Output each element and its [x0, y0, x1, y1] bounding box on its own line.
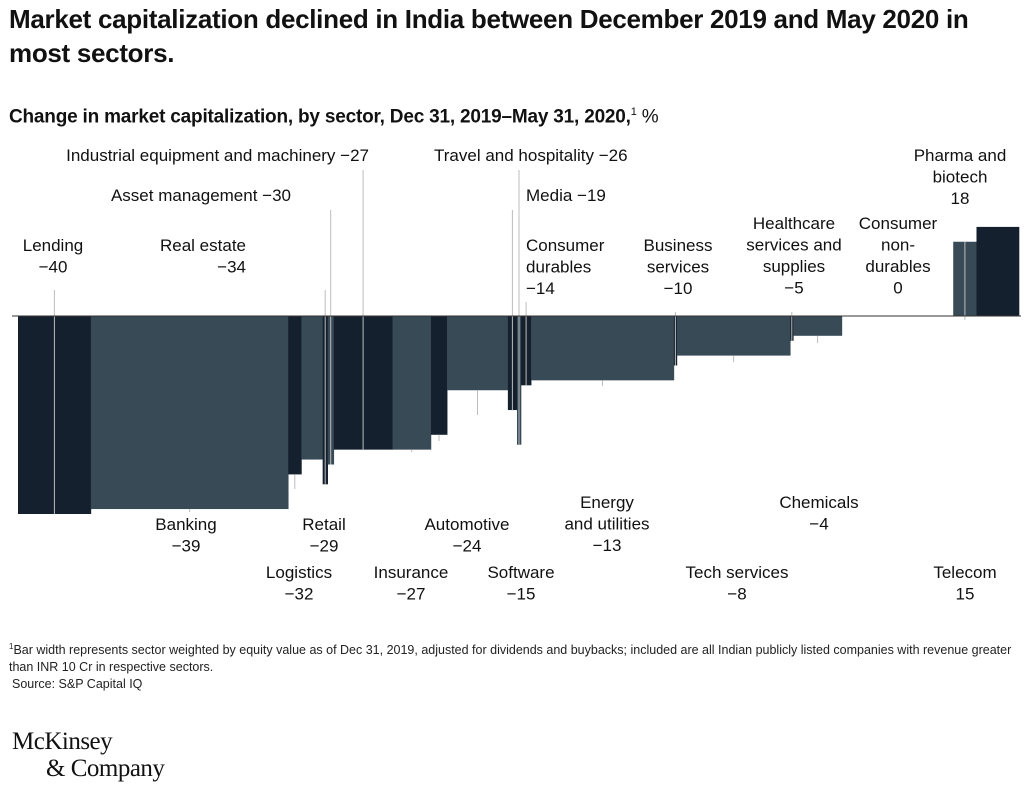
logo-line-1: McKinsey — [12, 728, 113, 755]
bar-banking — [90, 316, 289, 510]
data-label: Software −15 — [487, 563, 554, 604]
bar-insurance — [392, 316, 432, 450]
data-label: Pharma and biotech 18 — [914, 146, 1007, 208]
data-label: Real estate −34 — [160, 236, 246, 277]
data-label: Logistics −32 — [266, 563, 332, 604]
footnote-text: Bar width represents sector weighted by … — [9, 643, 1012, 675]
subtitle-unit: % — [641, 106, 659, 128]
data-label: Banking −39 — [155, 515, 216, 556]
bar-energy-and-utilities — [531, 316, 675, 381]
subtitle-footnote-mark: 1 — [630, 106, 637, 118]
data-label: Insurance −27 — [374, 563, 449, 604]
data-label: Energy and utilities −13 — [564, 493, 649, 555]
bar-software — [447, 316, 509, 391]
data-label: Automotive −24 — [424, 515, 509, 556]
footnote: 1Bar width represents sector weighted by… — [9, 638, 1019, 693]
data-label: Consumer durables −14 — [526, 236, 605, 298]
chart-title: Market capitalization declined in India … — [9, 4, 969, 68]
marimekko-chart: Lending −40 Banking −39 Logistics −32 Retail −2… — [12, 146, 1021, 604]
footnote-mark: 1 — [9, 642, 14, 651]
data-label: Chemicals −4 — [779, 493, 858, 534]
bar-logistics — [288, 316, 302, 475]
subtitle-text: Change in market capitalization, by sect… — [9, 106, 631, 128]
data-label: Industrial equipment and machinery −27 — [66, 146, 369, 165]
mckinsey-logo: McKinsey & Company — [12, 728, 165, 782]
data-label: Asset management −30 — [111, 186, 291, 205]
logo-line-2: & Company — [46, 755, 165, 782]
data-label: Telecom 15 — [933, 563, 996, 604]
data-label: Retail −29 — [302, 515, 345, 556]
data-label: Travel and hospitality −26 — [434, 146, 628, 165]
data-label: Tech services −8 — [686, 563, 789, 604]
chart-subtitle: Change in market capitalization, by sect… — [9, 100, 1014, 129]
bar-retail — [301, 316, 323, 460]
bar-tech-services — [676, 316, 791, 356]
bar-automotive — [430, 316, 448, 435]
data-label: Media −19 — [526, 186, 606, 205]
data-label: Consumer non-durables 0 — [859, 214, 938, 298]
data-label: Lending −40 — [23, 236, 84, 277]
source-note: Source: S&P Capital IQ — [12, 677, 143, 692]
data-label: Healthcare services and supplies −5 — [746, 214, 841, 298]
data-label: Business services −10 — [644, 236, 713, 298]
bar-pharma-and-biotech — [976, 226, 1020, 316]
bar-chemicals — [793, 316, 843, 336]
